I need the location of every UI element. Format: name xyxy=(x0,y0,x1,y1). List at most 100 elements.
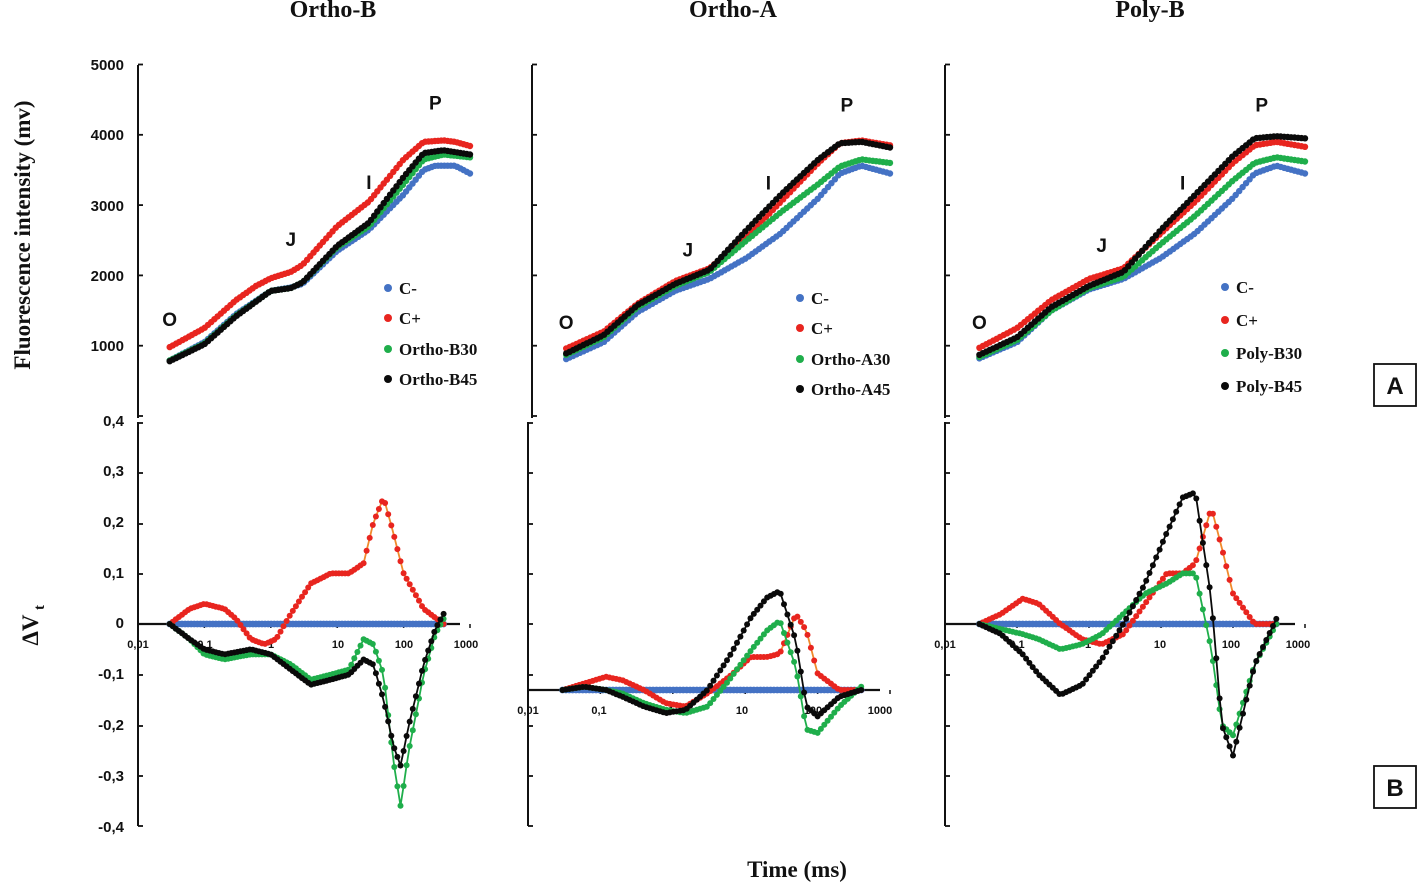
data-point xyxy=(437,616,444,623)
data-point xyxy=(801,713,808,720)
data-point xyxy=(406,581,413,588)
phase-label-p: P xyxy=(841,96,854,117)
phase-label-p: P xyxy=(429,94,442,115)
data-point xyxy=(750,643,757,650)
x-tick-1000: 1000 xyxy=(868,705,892,717)
data-point xyxy=(1139,584,1146,591)
legend-label-c-minus: C- xyxy=(811,289,829,308)
data-point xyxy=(727,675,734,682)
data-point xyxy=(1250,668,1256,675)
y-tick-0-1: 0,1 xyxy=(103,565,124,582)
series-c-plus xyxy=(166,137,474,351)
phase-label-i: I xyxy=(366,173,371,194)
data-point xyxy=(372,513,379,520)
data-point xyxy=(1223,734,1230,741)
series-c-minus xyxy=(563,162,894,363)
data-point xyxy=(299,593,305,600)
y-tick-4000: 4000 xyxy=(91,127,124,144)
data-point xyxy=(1159,575,1166,582)
data-point xyxy=(734,666,740,673)
panel-box-b-label: B xyxy=(1386,775,1403,802)
data-point xyxy=(1113,632,1120,639)
chart-bottom-panel-1 xyxy=(166,498,447,809)
legend-label-c-minus: C- xyxy=(1236,278,1254,297)
data-point xyxy=(747,615,754,622)
data-point xyxy=(1023,655,1030,662)
data-point xyxy=(403,575,410,582)
data-point xyxy=(717,667,724,674)
data-point xyxy=(440,610,447,617)
data-point xyxy=(1230,590,1236,597)
data-point xyxy=(757,602,764,609)
data-point xyxy=(1099,654,1106,661)
data-point xyxy=(1086,672,1093,679)
data-point xyxy=(422,656,429,663)
y-axis-label-delta-v: ΔV xyxy=(18,614,43,645)
bottom-axes-panel-2 xyxy=(527,422,891,827)
data-point xyxy=(734,639,740,646)
data-point xyxy=(1193,557,1200,564)
data-point xyxy=(1220,549,1226,556)
y-tick-neg-0-2: -0,2 xyxy=(98,717,124,734)
data-point xyxy=(828,713,834,720)
data-point xyxy=(1216,695,1223,702)
legend-label-c-plus: C+ xyxy=(399,309,421,328)
data-point xyxy=(348,661,355,668)
data-point xyxy=(403,762,410,769)
data-point xyxy=(379,666,385,673)
data-point xyxy=(412,592,419,599)
panel-box-a xyxy=(1373,363,1417,407)
panel-box-b xyxy=(1373,765,1417,809)
data-point xyxy=(754,606,761,613)
legend-label-t30: Ortho-A30 xyxy=(811,350,890,369)
data-point xyxy=(305,584,312,591)
data-point xyxy=(1230,732,1236,739)
data-point xyxy=(797,618,804,625)
data-point xyxy=(1189,562,1196,569)
x-tick-0-1: 0,1 xyxy=(591,705,606,717)
legend-label-t30: Ortho-B30 xyxy=(399,340,477,359)
panel-box-a-label: A xyxy=(1386,373,1403,400)
data-point xyxy=(1143,599,1150,606)
data-point xyxy=(720,662,727,669)
data-point xyxy=(724,657,730,664)
legend-marker-t30 xyxy=(384,345,392,353)
data-point xyxy=(1266,630,1273,636)
series-t45 xyxy=(563,138,894,357)
data-point xyxy=(394,546,401,553)
data-point xyxy=(1029,664,1036,671)
legend-marker-c-minus xyxy=(796,294,804,302)
data-point xyxy=(375,680,382,687)
data-point xyxy=(1126,609,1133,616)
data-point xyxy=(787,621,794,628)
data-point xyxy=(807,644,814,651)
series-t30 xyxy=(976,154,1309,361)
data-point xyxy=(1143,577,1150,584)
data-point xyxy=(1149,562,1156,569)
data-point xyxy=(391,745,398,752)
data-point xyxy=(412,693,419,700)
data-point xyxy=(409,705,416,712)
data-point xyxy=(1079,680,1086,687)
data-point xyxy=(375,506,382,512)
data-point xyxy=(1123,615,1130,622)
data-point xyxy=(1136,608,1143,615)
data-point xyxy=(391,764,398,770)
y-tick-neg-0-4: -0,4 xyxy=(98,819,125,836)
phase-label-p: P xyxy=(1255,96,1268,117)
data-point xyxy=(351,655,358,662)
data-point xyxy=(409,586,416,593)
data-point xyxy=(886,144,894,151)
data-point xyxy=(821,721,828,728)
data-point xyxy=(466,142,474,150)
data-point xyxy=(754,639,761,646)
x-tick-1000: 1000 xyxy=(454,639,478,651)
data-point xyxy=(416,597,422,604)
data-point xyxy=(1126,622,1133,629)
data-point xyxy=(710,696,717,702)
data-point xyxy=(1233,738,1240,745)
data-point xyxy=(791,658,798,665)
data-point xyxy=(744,621,751,628)
data-point xyxy=(1270,623,1276,629)
